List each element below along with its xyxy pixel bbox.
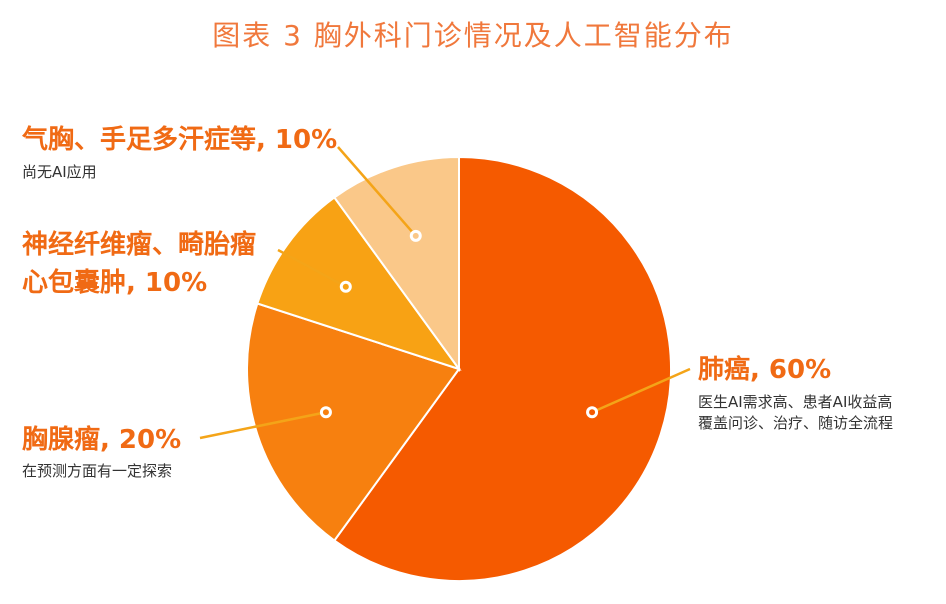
leader-line-lung-cancer (591, 367, 691, 414)
slice-marker-dot-pneumothorax (412, 232, 419, 239)
slice-note-thymoma: 在预测方面有一定探索 (22, 462, 173, 480)
leader-line-pneumothorax (337, 146, 417, 237)
slice-label-thymoma: 胸腺瘤, 20% (22, 425, 182, 455)
slice-label-neurofibroma-line1: 神经纤维瘤、畸胎瘤 (22, 230, 257, 260)
pie-slice-lung-cancer (332, 155, 672, 582)
slice-note-lung-cancer-2: 覆盖问诊、治疗、随访全流程 (698, 414, 894, 432)
slice-label-neurofibroma-line2: 心包囊肿, 10% (22, 268, 208, 298)
leader-line-thymoma (199, 411, 327, 440)
pie-slices (246, 155, 672, 582)
pie-slice-neurofibroma (256, 196, 462, 371)
slice-marker-dot-neurofibroma (342, 283, 349, 290)
slice-note-lung-cancer-1: 医生AI需求高、患者AI收益高 (698, 393, 893, 411)
slice-marker-dot-thymoma (322, 409, 329, 416)
pie-slice-pneumothorax (332, 155, 460, 373)
leader-line-neurofibroma (277, 248, 347, 288)
slice-label-pneumothorax: 气胸、手足多汗症等, 10% (22, 125, 338, 155)
pie-slice-thymoma (246, 302, 461, 542)
chart-title: 图表 3 胸外科门诊情况及人工智能分布 (212, 19, 734, 52)
slice-marker-dot-lung-cancer (589, 409, 596, 416)
slice-label-lung-cancer: 肺癌, 60% (698, 355, 832, 385)
leader-lines (199, 146, 691, 440)
slice-note-pneumothorax: 尚无AI应用 (22, 163, 97, 181)
